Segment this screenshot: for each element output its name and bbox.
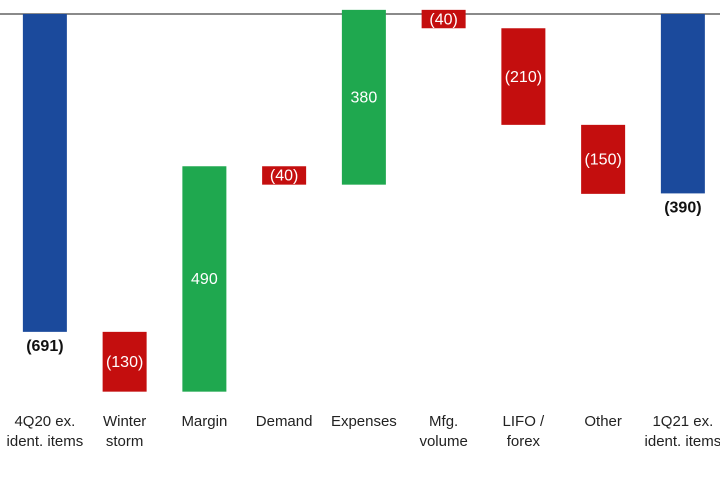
category-label: Other <box>584 413 622 430</box>
value-label: (150) <box>584 152 621 169</box>
value-label: 490 <box>191 271 218 288</box>
category-label: 4Q20 ex. ident. items <box>6 413 84 450</box>
value-label: (691) <box>26 338 63 355</box>
bar <box>102 331 147 392</box>
bar <box>262 166 307 185</box>
bar <box>421 9 466 29</box>
category-label: Mfg. volume <box>419 413 468 450</box>
category-label: LIFO / forex <box>502 413 545 450</box>
bar <box>341 9 386 185</box>
value-label: 380 <box>351 89 378 106</box>
category-label: Expenses <box>330 413 397 430</box>
value-label: (210) <box>505 69 542 86</box>
bar <box>22 14 67 332</box>
value-label: (40) <box>429 11 457 28</box>
bar <box>581 124 626 194</box>
value-label: (130) <box>106 354 143 371</box>
value-label: (40) <box>270 168 298 185</box>
category-label: Margin <box>181 413 228 430</box>
bar <box>660 14 705 194</box>
category-label: 1Q21 ex. ident. items <box>644 413 720 450</box>
bar <box>182 166 227 392</box>
category-label: Demand <box>255 413 313 430</box>
value-label: (390) <box>664 200 701 217</box>
category-label: Winter storm <box>102 413 147 450</box>
bar <box>501 28 546 125</box>
